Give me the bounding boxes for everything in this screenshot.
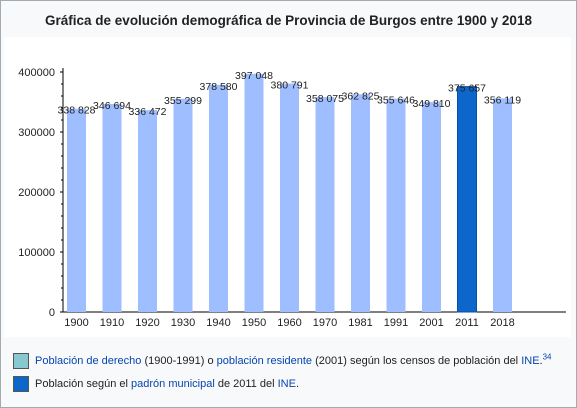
x-tick-label-1950: 1950 [242, 317, 266, 329]
legend-item: Población de derecho (1900-1991) o pobla… [13, 351, 573, 370]
data-label-1910: 346 694 [93, 100, 131, 112]
chart-legend: Población de derecho (1900-1991) o pobla… [13, 351, 573, 397]
data-label-2001: 349 810 [413, 98, 451, 110]
x-tick-label-1940: 1940 [206, 317, 230, 329]
legend-link[interactable]: población residente [216, 354, 313, 367]
x-tick-label-2001: 2001 [419, 317, 443, 329]
chart-area: 0 100000 200000 300000 400000 338 828 1900 346 … [4, 37, 571, 337]
bar-2011 [457, 86, 477, 313]
y-tick-label: 400000 [18, 67, 55, 79]
data-label-1940: 378 580 [200, 81, 238, 93]
bar-1930 [173, 98, 193, 312]
chart-title: Gráfica de evolución demográfica de Prov… [45, 13, 532, 28]
y-tick-label: 100000 [18, 247, 55, 259]
bar-1960 [280, 83, 299, 313]
data-label-2018: 356 119 [484, 94, 521, 106]
data-label-1981: 362 825 [342, 90, 380, 102]
bar-1900 [67, 108, 86, 312]
x-tick-label-1991: 1991 [384, 317, 408, 329]
x-tick-label-1920: 1920 [135, 317, 159, 329]
data-label-1930: 355 299 [164, 95, 202, 107]
y-tick-label: 300000 [18, 127, 55, 139]
legend-item: Población según el padrón municipal de 2… [13, 374, 573, 393]
legend-swatch [13, 352, 29, 369]
legend-link[interactable]: INE [521, 354, 540, 367]
legend-text-part: Población según el [35, 377, 132, 390]
bar-1920 [138, 110, 157, 313]
legend-swatch [13, 375, 29, 392]
x-tick-label-1930: 1930 [171, 317, 195, 329]
legend-text-part: (1900-1991) o [141, 354, 217, 367]
bar-1910 [102, 103, 122, 312]
legend-link[interactable]: padrón municipal [131, 377, 215, 390]
y-tick-label: 0 [49, 307, 55, 319]
legend-text-part: (2001) según los censos de población del [312, 354, 522, 367]
bar-chart: 0 100000 200000 300000 400000 338 828 1900 346 … [18, 67, 566, 329]
bar-1940 [209, 84, 228, 312]
data-label-1920: 336 472 [129, 106, 167, 118]
y-tick-label: 200000 [18, 187, 55, 199]
bar-2018 [493, 98, 512, 312]
bar-1981 [351, 94, 370, 313]
legend-text-part: . [295, 377, 299, 390]
x-tick-label-1910: 1910 [100, 317, 124, 329]
data-label-1970: 358 075 [306, 93, 344, 105]
data-label-1991: 355 646 [377, 95, 415, 107]
legend-text-part: . [539, 354, 543, 367]
x-tick-label-1981: 1981 [348, 317, 372, 329]
data-label-1950: 397 048 [235, 70, 273, 82]
bar-2001 [422, 102, 441, 312]
x-tick-label-2018: 2018 [490, 317, 514, 329]
legend-text-part: de 2011 del [214, 377, 278, 390]
legend-link[interactable]: INE [277, 377, 296, 390]
legend-link[interactable]: 34 [542, 351, 552, 361]
x-tick-label-2011: 2011 [455, 317, 479, 329]
x-tick-label-1970: 1970 [313, 317, 337, 329]
legend-text: Población de derecho (1900-1991) o pobla… [35, 351, 552, 367]
bar-1970 [315, 97, 335, 312]
bar-1991 [386, 98, 406, 312]
legend-link[interactable]: Población de derecho [35, 354, 142, 367]
bar-1950 [244, 73, 264, 312]
data-label-1900: 338 828 [58, 105, 96, 117]
x-tick-label-1900: 1900 [64, 317, 88, 329]
legend-text: Población según el padrón municipal de 2… [35, 378, 299, 390]
data-label-1960: 380 791 [271, 80, 309, 92]
x-tick-label-1960: 1960 [277, 317, 301, 329]
data-label-2011: 375 657 [448, 83, 486, 95]
